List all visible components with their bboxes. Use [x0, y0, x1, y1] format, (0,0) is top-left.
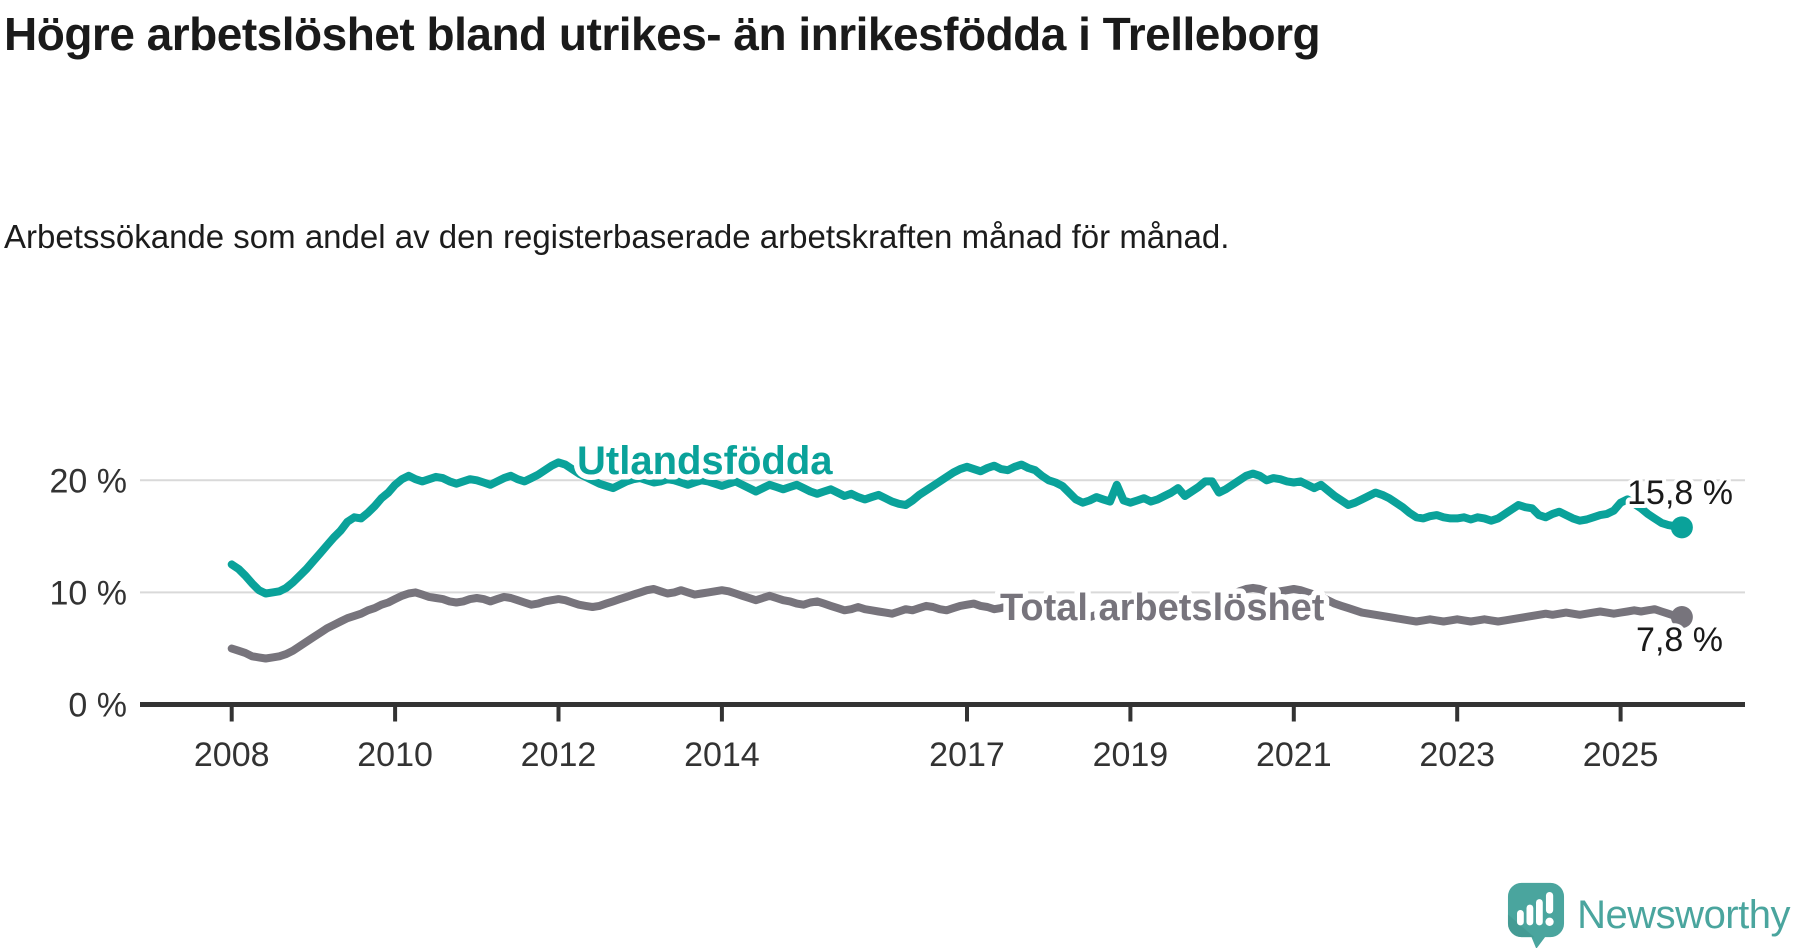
end-dot-0	[1670, 516, 1693, 539]
end-value-label-0: 15,8 %	[1627, 474, 1733, 512]
x-tick-label-2010: 2010	[357, 736, 433, 774]
chart-subtitle: Arbetssökande som andel av den registerb…	[4, 218, 1230, 255]
bar-icon-3	[1536, 899, 1543, 926]
x-tick-label-2014: 2014	[684, 736, 760, 774]
x-tick-label-2017: 2017	[929, 736, 1005, 774]
end-value-label-1: 7,8 %	[1636, 621, 1723, 659]
y-tick-label-20: 20 %	[50, 462, 128, 500]
x-tick-label-2025: 2025	[1583, 736, 1659, 774]
x-tick-label-2012: 2012	[521, 736, 597, 774]
series-line-utlandsf-dda	[227, 458, 1686, 598]
series-line-total-arbetsl-shet	[227, 583, 1686, 663]
x-tick-label-2008: 2008	[194, 736, 270, 774]
bar-icon-2	[1526, 904, 1534, 926]
bar-icon-1	[1517, 910, 1524, 926]
y-tick-label-0: 0 %	[68, 687, 127, 725]
series-label-1: Total arbetslöshet	[1000, 587, 1325, 629]
y-tick-label-10: 10 %	[50, 574, 128, 612]
x-tick-label-2023: 2023	[1419, 736, 1495, 774]
exclamation-bar	[1546, 891, 1554, 914]
exclamation-dot	[1545, 917, 1554, 926]
newsworthy-logo: Newsworthy	[1507, 882, 1790, 948]
chart-title: Högre arbetslöshet bland utrikes- än inr…	[4, 8, 1321, 60]
x-tick-label-2021: 2021	[1256, 736, 1332, 774]
series-label-0: Utlandsfödda	[577, 439, 833, 483]
newsworthy-logo-icon	[1508, 882, 1565, 948]
x-tick-label-2019: 2019	[1093, 736, 1169, 774]
newsworthy-wordmark: Newsworthy	[1577, 893, 1790, 937]
end-dot-1	[1670, 606, 1693, 629]
